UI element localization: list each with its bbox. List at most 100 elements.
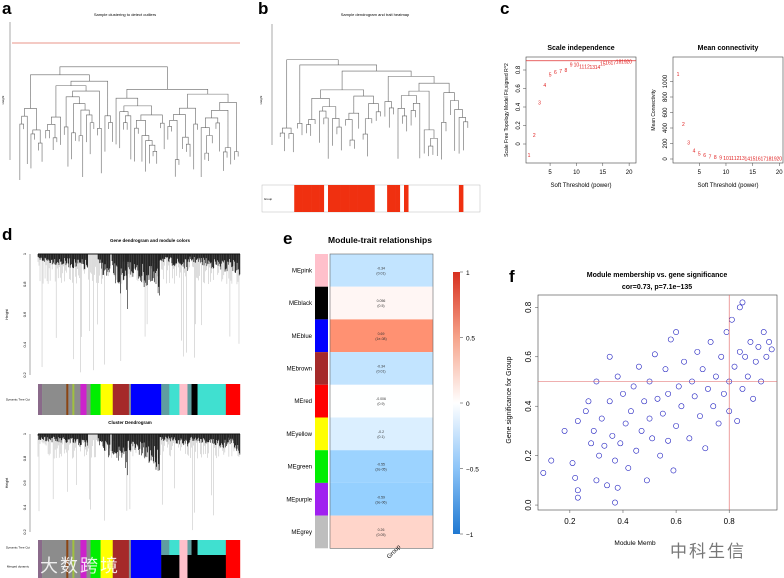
module-color-segment — [86, 540, 91, 555]
y-tick-label: 1 — [22, 432, 27, 435]
data-point — [654, 395, 661, 402]
data-point — [702, 445, 709, 452]
x-tick-label: 15 — [749, 170, 756, 176]
data-point — [625, 465, 632, 471]
module-color-swatch — [315, 417, 328, 451]
data-point — [582, 408, 589, 415]
data-point — [766, 339, 772, 345]
x-tick-label: 20 — [776, 170, 783, 176]
chart-title-e: Module-trait relationships — [328, 235, 432, 245]
data-point — [574, 487, 581, 494]
heatmap-cell — [330, 286, 433, 320]
module-color-segment — [72, 384, 75, 415]
y-tick-label: 0.6 — [524, 351, 533, 363]
data-point — [720, 390, 727, 397]
data-point — [763, 353, 770, 360]
y-axis-label-f: Gene significance for Group — [506, 356, 513, 443]
data-point — [686, 435, 693, 442]
data-point — [715, 420, 722, 427]
power-label-point: 6 — [703, 153, 706, 159]
power-label-point: 16 — [605, 61, 611, 67]
p-value: (0.9) — [377, 402, 384, 406]
data-point — [574, 494, 581, 501]
module-color-segment — [42, 384, 67, 415]
legend-tick-label: −1 — [466, 532, 474, 539]
power-label-point: 12 — [584, 64, 590, 70]
module-color-segment — [90, 540, 101, 555]
y-tick-label: 0.2 — [22, 371, 27, 377]
y-axis-label-a: Height — [1, 95, 5, 104]
p-value: (0.1) — [377, 435, 384, 439]
data-point — [593, 477, 600, 484]
x-axis-label-c-left: Soft Threshold (power) — [551, 183, 612, 189]
chart-subtitle-d: Cluster Dendrogram — [108, 420, 152, 425]
power-label-point: 19 — [621, 60, 627, 66]
y-axis-label-bottom: Height — [5, 478, 9, 488]
module-color-segment — [72, 555, 75, 578]
y-tick-label: 0 — [663, 157, 669, 161]
data-point — [713, 373, 719, 380]
data-point — [670, 467, 677, 474]
data-point — [736, 304, 743, 311]
data-point — [651, 351, 658, 358]
trait-cell — [311, 185, 316, 212]
power-label-point: 2 — [533, 133, 536, 139]
data-point — [697, 413, 703, 419]
power-label-point: 19 — [771, 157, 777, 163]
module-color-segment — [197, 540, 227, 555]
data-point — [617, 440, 624, 447]
power-label-point: 7 — [709, 154, 712, 160]
module-color-segment — [128, 555, 132, 578]
legend-tick-label: 0.5 — [466, 336, 475, 343]
data-point — [665, 437, 672, 444]
data-point — [572, 474, 579, 481]
data-point — [739, 386, 746, 392]
y-tick-label: 0.2 — [524, 450, 533, 462]
module-color-segment — [187, 540, 192, 555]
module-color-segment — [128, 384, 132, 415]
data-point — [662, 366, 669, 373]
data-point — [675, 383, 682, 390]
p-value: (0.01) — [376, 369, 385, 373]
data-point — [657, 452, 664, 459]
trait-cell — [319, 185, 325, 212]
power-label-point: 11 — [579, 64, 584, 70]
data-point — [612, 499, 618, 506]
trait-cell — [298, 185, 303, 212]
heatmap-frame — [329, 253, 434, 549]
data-point — [768, 346, 775, 353]
data-point — [641, 398, 648, 405]
y-tick-label: 0.6 — [516, 84, 522, 93]
x-tick-label: 15 — [599, 170, 606, 176]
data-point — [569, 460, 576, 466]
y-axis-label-c-left: Scale Free Topology Model Fit,signed R^2 — [504, 63, 510, 157]
data-point — [734, 418, 741, 424]
x-tick-label: 10 — [723, 170, 730, 176]
data-point — [739, 299, 746, 306]
trait-label-b: Group — [264, 197, 273, 201]
module-color-segment — [80, 540, 87, 555]
power-label-point: 6 — [554, 70, 557, 76]
data-point — [630, 383, 637, 390]
row-label-MEgreen: MEgreen — [288, 465, 312, 471]
module-color-segment — [80, 384, 87, 415]
y-tick-label: 0.4 — [516, 102, 522, 111]
trait-cell — [370, 185, 375, 212]
trait-cell — [395, 185, 401, 212]
correlation-value: 0.69 — [378, 332, 385, 336]
y-tick-label: 0.2 — [22, 528, 27, 534]
trait-cell — [366, 185, 371, 212]
panel-label-e: e — [283, 229, 293, 248]
row-label-MEyellow: MEyellow — [286, 432, 312, 438]
module-color-segment — [42, 555, 67, 578]
power-label-point: 9 — [719, 155, 722, 161]
data-point — [659, 410, 666, 417]
p-value: (0.01) — [376, 271, 385, 275]
correlation-value: -0.006 — [376, 397, 386, 401]
y-tick-label: 600 — [663, 107, 669, 118]
legend-tick-label: 1 — [466, 270, 470, 277]
module-color-segment — [225, 540, 241, 555]
power-label-point: 15 — [750, 156, 756, 162]
data-point — [710, 403, 717, 410]
